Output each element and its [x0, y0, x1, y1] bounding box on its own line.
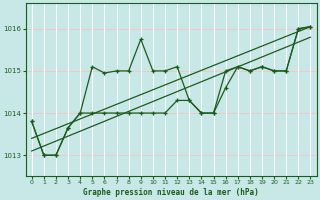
X-axis label: Graphe pression niveau de la mer (hPa): Graphe pression niveau de la mer (hPa)	[83, 188, 259, 197]
